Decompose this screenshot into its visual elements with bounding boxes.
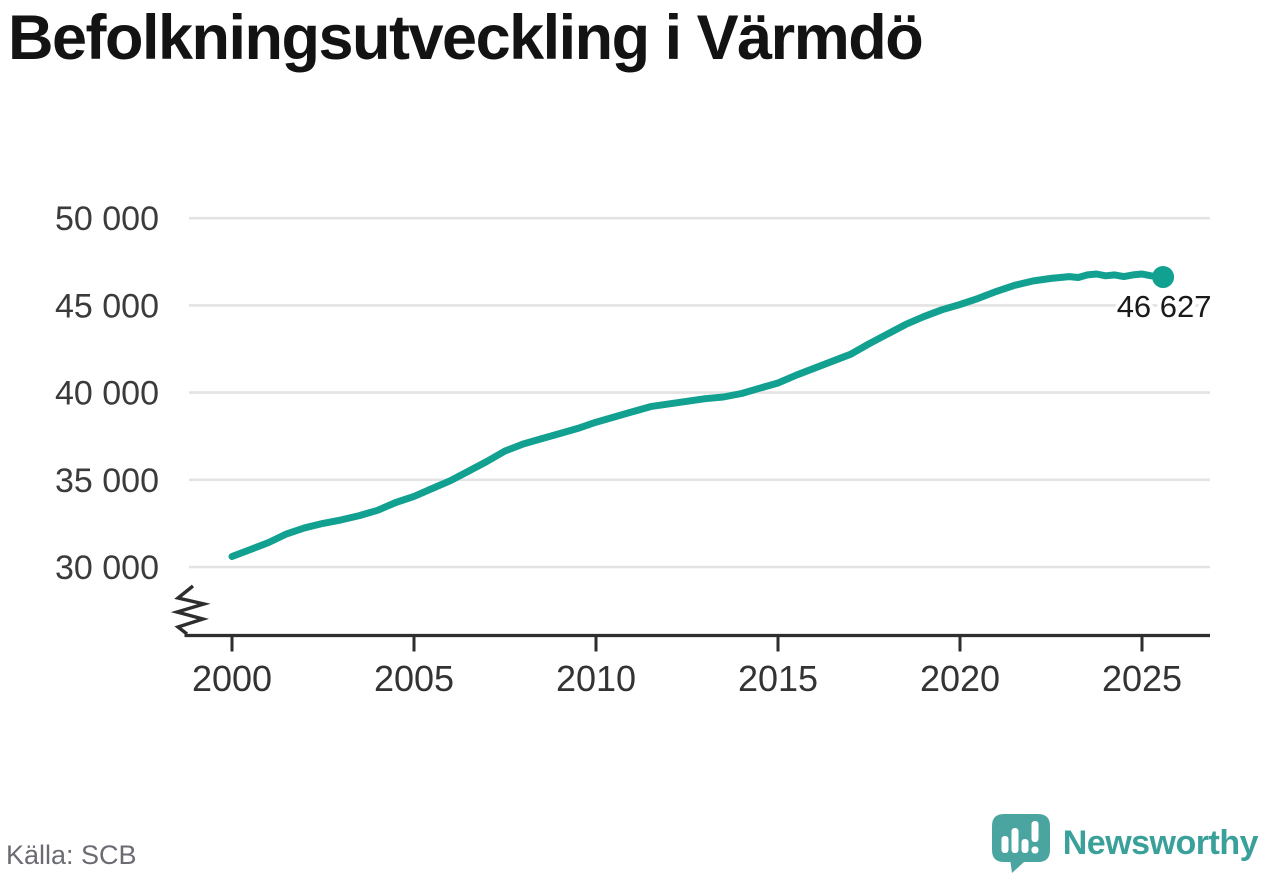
- y-tick-label: 45 000: [55, 287, 159, 325]
- y-tick-label: 35 000: [55, 462, 159, 500]
- x-tick-label: 2015: [738, 658, 818, 699]
- chart-title: Befolkningsutveckling i Värmdö: [8, 3, 924, 73]
- y-tick-label: 50 000: [55, 200, 159, 238]
- newsworthy-logo-icon: [991, 814, 1050, 873]
- x-tick-label: 2005: [374, 658, 454, 699]
- newsworthy-brand: Newsworthy: [991, 813, 1259, 873]
- end-point-value: 46 627: [1117, 289, 1212, 324]
- brand-name: Newsworthy: [1062, 823, 1259, 862]
- x-tick-label: 2020: [920, 658, 1000, 699]
- source-label: Källa: SCB: [6, 840, 137, 870]
- x-tick-label: 2000: [192, 658, 272, 699]
- x-tick-label: 2010: [556, 658, 636, 699]
- population-line: [228, 270, 1167, 560]
- x-tick-label: 2025: [1102, 658, 1182, 699]
- end-point-dot: [1152, 266, 1175, 289]
- y-tick-label: 40 000: [55, 375, 159, 413]
- axis-break-icon: [170, 584, 211, 636]
- y-tick-label: 30 000: [55, 549, 159, 587]
